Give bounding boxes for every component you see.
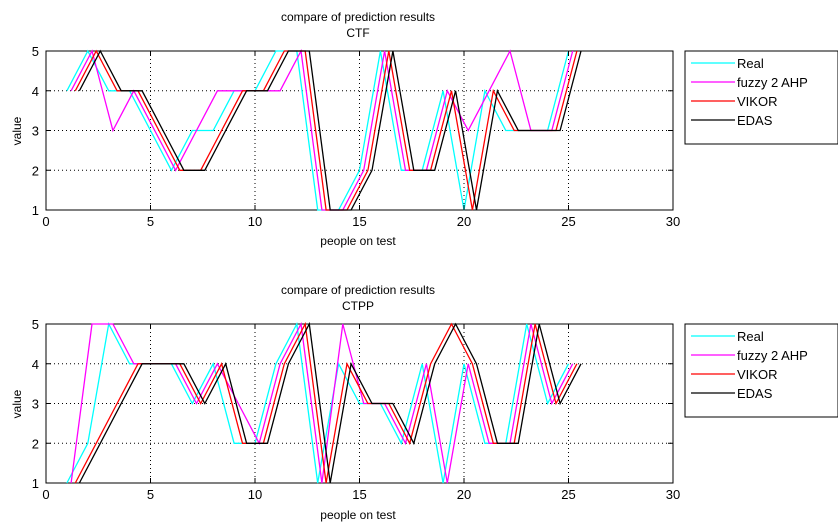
x-tick-label: 15	[352, 214, 366, 229]
series-line-edas	[78, 321, 582, 484]
series-line-vikor	[74, 49, 578, 211]
legend-label: fuzzy 2 AHP	[737, 75, 808, 90]
chart-title: compare of prediction results	[281, 283, 435, 297]
y-tick-label: 1	[32, 476, 39, 491]
x-tick-label: 15	[352, 487, 366, 502]
x-axis-label: people on test	[320, 508, 396, 522]
y-tick-label: 3	[32, 397, 39, 412]
y-tick-label: 3	[32, 124, 39, 139]
x-tick-label: 5	[147, 487, 154, 502]
series-line-fuzzy-2-ahp	[70, 48, 574, 211]
x-tick-label: 0	[42, 487, 49, 502]
chart-ctf: compare of prediction results CTF 0 5 10 15…	[10, 10, 838, 248]
x-tick-label: 30	[666, 214, 680, 229]
legend-box	[684, 50, 838, 145]
y-tick-label: 2	[32, 436, 39, 451]
x-tick-label: 10	[248, 214, 262, 229]
legend: Real fuzzy 2 AHP VIKOR EDAS	[684, 50, 838, 145]
x-tick-label: 25	[561, 214, 575, 229]
x-tick-label: 0	[42, 214, 49, 229]
x-tick-label: 25	[561, 487, 575, 502]
legend-items: Real fuzzy 2 AHP VIKOR EDAS	[691, 56, 808, 128]
series-lines	[66, 48, 582, 211]
legend-box	[684, 323, 838, 418]
y-tick-label: 5	[32, 317, 39, 332]
legend: Real fuzzy 2 AHP VIKOR EDAS	[684, 323, 838, 418]
legend-items: Real fuzzy 2 AHP VIKOR EDAS	[691, 329, 808, 401]
x-axis-label: people on test	[320, 234, 396, 248]
legend-label: Real	[737, 56, 764, 71]
series-lines	[66, 321, 582, 484]
x-tick-label: 30	[666, 487, 680, 502]
y-tick-label: 4	[32, 357, 39, 372]
tick-labels: 0 5 10 15 20 25 30 1 2 3 4 5	[32, 44, 680, 229]
chart-subtitle: CTPP	[342, 299, 374, 313]
series-line-real	[66, 49, 570, 211]
legend-label: VIKOR	[737, 367, 777, 382]
legend-label: EDAS	[737, 113, 773, 128]
chart-subtitle: CTF	[346, 26, 369, 40]
chart-ctpp: compare of prediction results CTPP 0 5 10 1…	[10, 283, 838, 522]
tick-marks	[45, 323, 674, 484]
legend-label: VIKOR	[737, 94, 777, 109]
y-tick-label: 1	[32, 203, 39, 218]
x-tick-label: 5	[147, 214, 154, 229]
x-tick-label: 20	[457, 214, 471, 229]
legend-label: Real	[737, 329, 764, 344]
x-tick-label: 10	[248, 487, 262, 502]
legend-label: EDAS	[737, 386, 773, 401]
y-axis-label: value	[10, 116, 24, 145]
tick-labels: 0 5 10 15 20 25 30 1 2 3 4 5	[32, 317, 680, 502]
y-axis-label: value	[10, 389, 24, 418]
y-tick-label: 2	[32, 163, 39, 178]
x-tick-label: 20	[457, 487, 471, 502]
y-tick-label: 5	[32, 44, 39, 59]
chart-title: compare of prediction results	[281, 10, 435, 24]
tick-marks	[45, 50, 674, 211]
y-tick-label: 4	[32, 84, 39, 99]
legend-label: fuzzy 2 AHP	[737, 348, 808, 363]
series-line-edas	[78, 49, 582, 211]
